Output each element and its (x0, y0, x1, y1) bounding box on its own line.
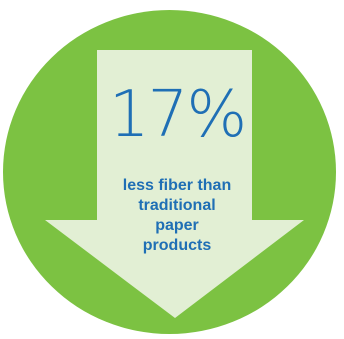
down-arrow-shape (45, 50, 304, 318)
caption-line-2: traditional (138, 197, 216, 214)
caption-line-1: less fiber than (122, 177, 232, 194)
caption-line-4: products (142, 237, 212, 254)
stat-caption: less fiber than traditional paper produc… (104, 176, 250, 256)
stat-value: 17% (108, 78, 247, 152)
caption-line-3: paper (155, 217, 199, 234)
